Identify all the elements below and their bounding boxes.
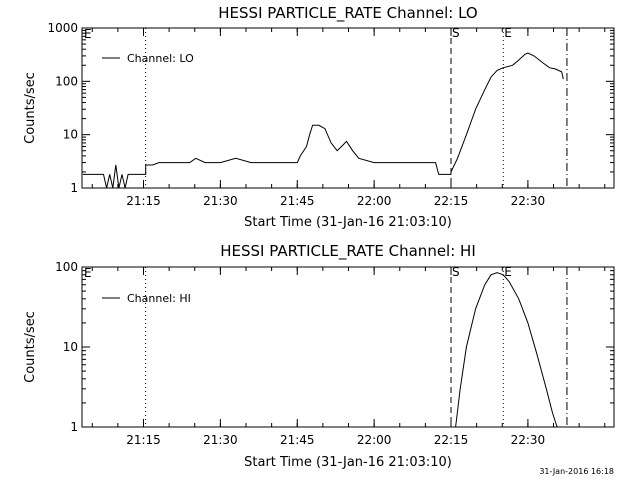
x-tick-label: 21:15 xyxy=(126,194,161,208)
plot-frame xyxy=(81,27,615,189)
y-tick-label: 100 xyxy=(55,74,78,88)
corner-label: E xyxy=(84,266,92,280)
x-tick-label: 21:30 xyxy=(203,194,238,208)
x-tick-label: 21:45 xyxy=(280,433,315,447)
x-tick-label: 22:00 xyxy=(357,433,392,447)
chart-panel-1: HESSI PARTICLE_RATE Channel: LO 21:15 21:3… xyxy=(23,4,615,230)
y-tick-label: 1 xyxy=(70,420,78,434)
x-tick-label: 21:30 xyxy=(203,433,238,447)
y-tick-label: 1000 xyxy=(47,21,78,35)
x-tick-label: 22:15 xyxy=(434,194,469,208)
x-tick-label: 22:15 xyxy=(434,433,469,447)
chart-title: HESSI PARTICLE_RATE Channel: LO xyxy=(218,4,477,23)
legend-label: Channel: HI xyxy=(127,292,191,305)
y-axis-label: Counts/sec xyxy=(23,72,38,144)
y-tick-label: 10 xyxy=(63,340,78,354)
chart-panel-2: HESSI PARTICLE_RATE Channel: HI 21:15 21:3… xyxy=(23,242,615,470)
y-tick-label: 10 xyxy=(63,128,78,142)
chart-title: HESSI PARTICLE_RATE Channel: HI xyxy=(220,242,476,261)
marker-label: E xyxy=(504,26,512,40)
x-tick-label: 21:45 xyxy=(280,194,315,208)
y-tick-label: 1 xyxy=(70,181,78,195)
timestamp-label: 31-Jan-2016 16:18 xyxy=(539,467,614,476)
marker-label: S xyxy=(452,26,460,40)
series-line-1 xyxy=(455,272,558,428)
legend-label: Channel: LO xyxy=(127,52,194,65)
marker-label: S xyxy=(452,265,460,279)
series-line-1 xyxy=(82,52,564,189)
x-axis-label: Start Time (31-Jan-16 21:03:10) xyxy=(244,215,452,230)
marker-label: E xyxy=(504,265,512,279)
x-axis-label: Start Time (31-Jan-16 21:03:10) xyxy=(244,455,452,470)
x-tick-label: 22:30 xyxy=(511,194,546,208)
corner-label: E xyxy=(84,27,92,41)
y-tick-label: 100 xyxy=(55,260,78,274)
x-tick-label: 22:00 xyxy=(357,194,392,208)
x-tick-label: 22:30 xyxy=(511,433,546,447)
y-axis-label: Counts/sec xyxy=(23,311,38,383)
plot-frame xyxy=(81,266,615,428)
x-tick-label: 21:15 xyxy=(126,433,161,447)
